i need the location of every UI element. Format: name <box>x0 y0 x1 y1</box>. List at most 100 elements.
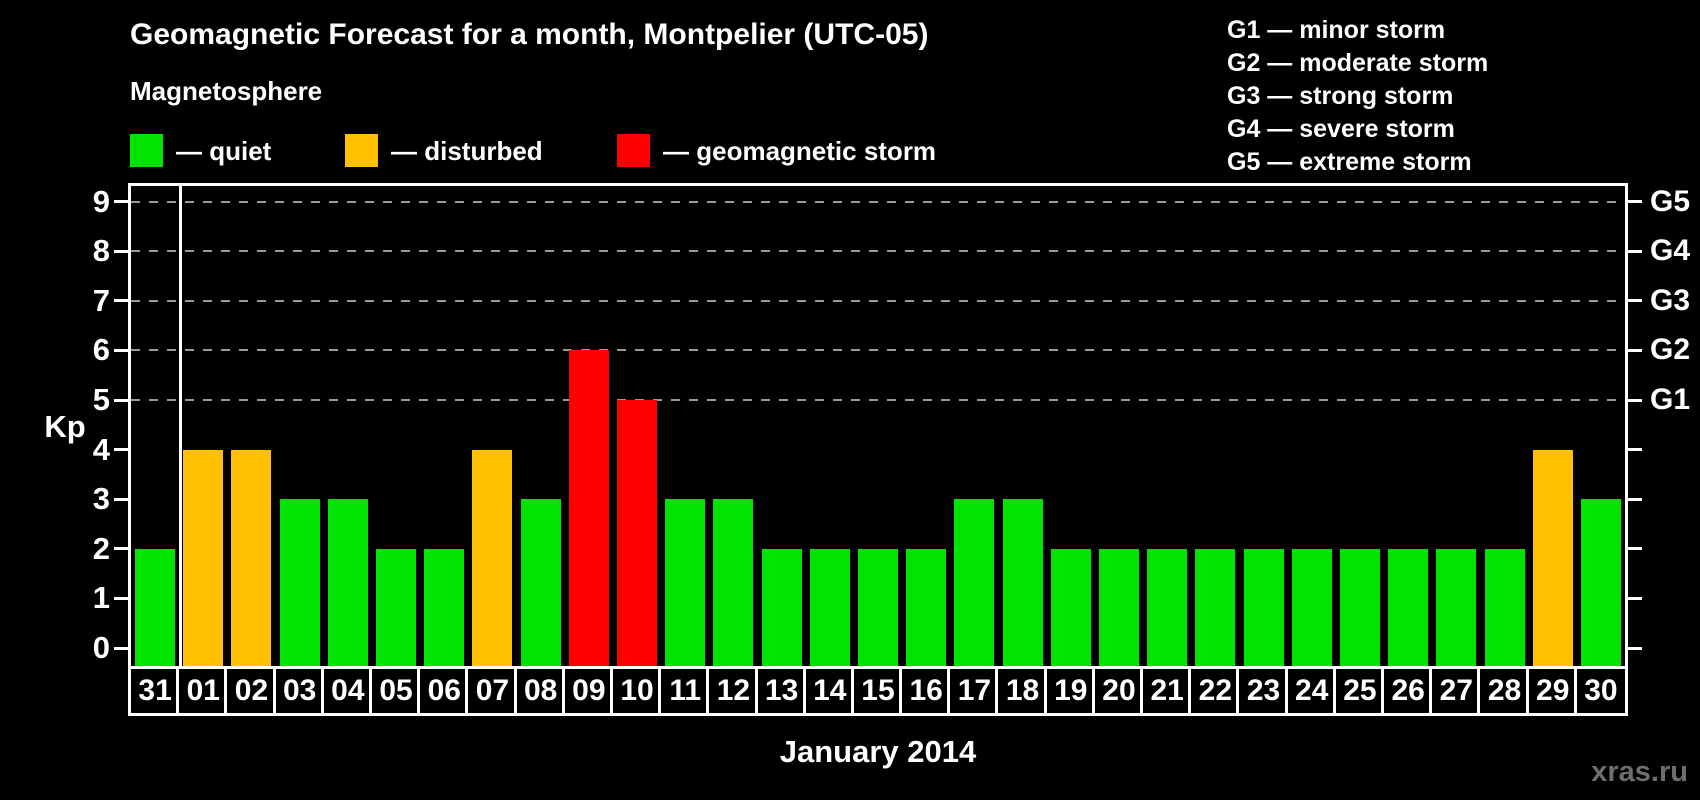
kp-bar-day-31 <box>135 548 176 666</box>
disturbed-legend-swatch <box>345 134 378 167</box>
right-axis-label-g5: G5 <box>1650 184 1691 218</box>
watermark: xras.ru <box>1591 756 1688 788</box>
kp-bar-day-25 <box>1339 548 1380 666</box>
gridline-kp5 <box>131 399 1625 401</box>
y-tick-label-6: 6 <box>92 332 110 368</box>
kp-bar-day-01 <box>183 449 224 666</box>
y-tick-right-4 <box>1628 448 1642 452</box>
plot-top-border <box>128 183 1628 186</box>
kp-bar-day-30 <box>1580 499 1621 666</box>
kp-bar-day-02 <box>231 449 272 666</box>
day-label-box: 24 <box>1284 666 1336 716</box>
y-tick-left-5 <box>114 398 128 402</box>
day-label-box: 31 <box>128 666 180 716</box>
chart-subtitle: Magnetosphere <box>130 76 323 106</box>
y-tick-right-6 <box>1628 348 1642 352</box>
right-axis-label-g1: G1 <box>1650 383 1691 416</box>
gridline-kp6 <box>131 349 1625 352</box>
quiet-legend-label: — quiet <box>176 136 272 166</box>
day-label-box: 17 <box>947 666 999 716</box>
kp-bar-day-14 <box>809 548 850 666</box>
day-label-box: 22 <box>1188 666 1240 716</box>
kp-bar-day-21 <box>1147 548 1188 666</box>
day-label-box: 15 <box>850 666 903 716</box>
y-tick-left-8 <box>114 249 128 253</box>
kp-bar-day-10 <box>617 400 658 666</box>
day-label-box: 01 <box>176 666 228 716</box>
right-axis-label-g3: G3 <box>1650 283 1691 317</box>
y-tick-left-9 <box>114 200 128 204</box>
kp-bar-day-06 <box>424 548 465 666</box>
day-label-box: 26 <box>1381 666 1433 716</box>
day-label-box: 08 <box>513 666 565 716</box>
y-tick-right-8 <box>1628 249 1642 253</box>
y-tick-label-1: 1 <box>92 580 110 616</box>
y-tick-label-8: 8 <box>92 233 110 269</box>
y-tick-label-4: 4 <box>92 431 110 467</box>
day-label-box: 21 <box>1140 666 1192 716</box>
y-tick-right-5 <box>1628 398 1642 402</box>
chart-title: Geomagnetic Forecast for a month, Montpe… <box>130 18 929 51</box>
y-tick-left-4 <box>114 448 128 452</box>
y-tick-left-0 <box>114 646 128 650</box>
kp-bar-day-13 <box>761 548 802 666</box>
kp-bar-day-09 <box>568 350 609 666</box>
day-label-box: 29 <box>1525 666 1577 716</box>
y-tick-left-1 <box>114 596 128 600</box>
day-label-box: 28 <box>1477 666 1529 716</box>
kp-bar-day-27 <box>1436 548 1477 666</box>
kp-bar-day-24 <box>1291 548 1332 666</box>
quiet-legend-swatch <box>130 134 163 167</box>
day-label-box: 05 <box>368 666 421 716</box>
kp-bar-day-03 <box>279 499 320 666</box>
y-tick-left-2 <box>114 547 128 551</box>
gridline-kp9 <box>131 200 1625 203</box>
right-axis-line <box>1625 183 1628 666</box>
day-label-box: 11 <box>658 666 710 716</box>
y-tick-right-7 <box>1628 299 1642 303</box>
day-label-box: 23 <box>1236 666 1288 716</box>
kp-bar-day-23 <box>1243 548 1284 666</box>
day-label-box: 19 <box>1043 666 1095 716</box>
y-tick-right-0 <box>1628 646 1642 650</box>
right-axis-label-g4: G4 <box>1650 234 1691 268</box>
day-label-box: 09 <box>561 666 613 716</box>
y-tick-left-7 <box>114 299 128 303</box>
y-tick-left-3 <box>114 497 128 501</box>
right-axis-label-g2: G2 <box>1650 333 1691 367</box>
kp-bar-day-11 <box>665 499 706 666</box>
day-label-box: 03 <box>272 666 324 716</box>
kp-bar-day-04 <box>327 499 368 666</box>
g-scale-legend-line-2: G2 — moderate storm <box>1227 49 1489 77</box>
y-tick-label-0: 0 <box>92 630 110 665</box>
g-scale-legend-line-1: G1 — minor storm <box>1227 16 1446 44</box>
disturbed-legend-label: — disturbed <box>391 136 543 166</box>
kp-bar-day-08 <box>520 499 561 666</box>
g-scale-legend-line-5: G5 — extreme storm <box>1227 148 1472 176</box>
kp-bar-day-20 <box>1098 548 1139 666</box>
y-tick-right-3 <box>1628 497 1642 501</box>
day-label-box: 20 <box>1091 666 1144 716</box>
day-label-box: 14 <box>802 666 854 716</box>
g-scale-legend-line-4: G4 — severe storm <box>1227 115 1455 143</box>
y-tick-right-2 <box>1628 547 1642 551</box>
kp-bar-day-19 <box>1050 548 1091 666</box>
y-tick-label-7: 7 <box>92 282 110 318</box>
kp-bar-day-28 <box>1484 548 1525 666</box>
day-label-box: 13 <box>754 666 806 716</box>
day-label-box: 02 <box>224 666 276 716</box>
day-label-box: 12 <box>706 666 758 716</box>
day-label-box: 06 <box>417 666 469 716</box>
day-label-box: 10 <box>609 666 662 716</box>
storm-legend-label: — geomagnetic storm <box>663 136 937 166</box>
kp-bar-day-18 <box>1002 499 1043 666</box>
day-label-box: 07 <box>465 666 517 716</box>
y-tick-right-9 <box>1628 200 1642 204</box>
day-label-box: 16 <box>899 666 951 716</box>
kp-bar-day-12 <box>713 499 754 666</box>
kp-bar-day-26 <box>1388 548 1429 666</box>
day-label-box: 25 <box>1332 666 1385 716</box>
storm-legend-swatch <box>617 134 650 167</box>
g-scale-legend: G1 — minor storm G2 — moderate storm G3 — … <box>1227 14 1488 179</box>
day-label-box: 30 <box>1573 666 1628 716</box>
